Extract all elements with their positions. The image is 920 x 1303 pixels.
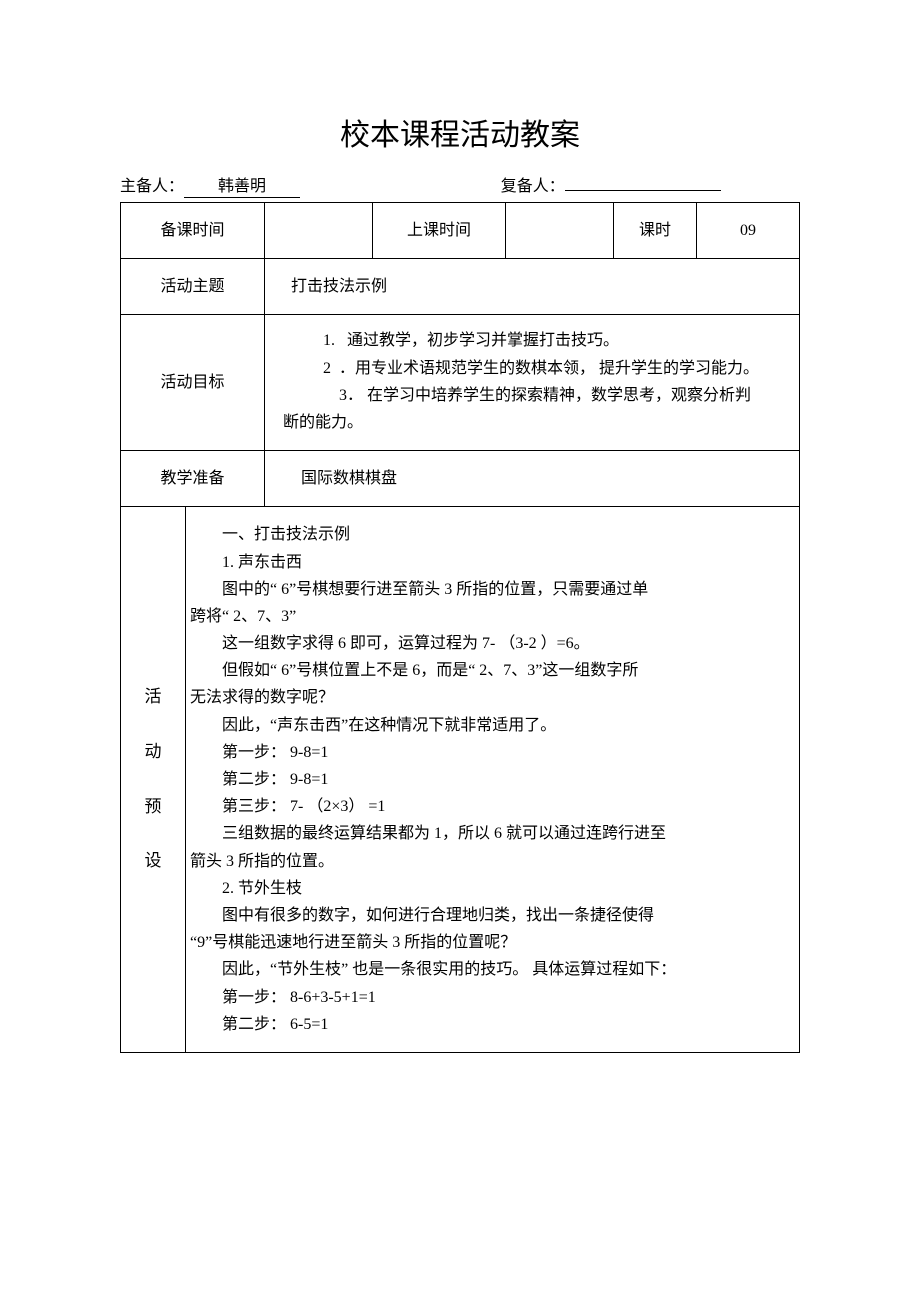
prep-time-label: 备课时间	[121, 203, 265, 259]
side-char-3: 预	[121, 793, 185, 822]
body-p07: 无法求得的数字呢？	[190, 684, 789, 711]
prepare-value: 国际数棋棋盘	[265, 451, 800, 507]
goal1-num: 1.	[323, 332, 335, 349]
body-p06: 但假如“ 6”号棋位置上不是 6，而是“ 2、7、3”这一组数字所	[190, 657, 789, 684]
secondary-author-label: 复备人：	[501, 172, 565, 196]
body-p08: 因此，“声东击西”在这种情况下就非常适用了。	[190, 712, 789, 739]
primary-author-label: 主备人：	[120, 172, 184, 196]
prep-time-value	[265, 203, 373, 259]
primary-author: 主备人： 韩善明	[120, 172, 501, 198]
goal2-text: ．用专业术语规范学生的数棋本领， 提升学生的学习能力。	[339, 360, 759, 377]
body-p11: 第三步： 7- （2×3） =1	[190, 793, 789, 820]
body-p16: “9”号棋能迅速地行进至箭头 3 所指的位置呢？	[190, 929, 789, 956]
primary-author-name: 韩善明	[184, 172, 300, 198]
topic-value: 打击技法示例	[265, 259, 800, 315]
body-p02: 1. 声东击西	[190, 549, 789, 576]
goal3-num: 3．	[339, 387, 363, 404]
body-p15: 图中有很多的数字，如何进行合理地归类，找出一条捷径使得	[190, 902, 789, 929]
body-p04: 跨将“ 2、7、3”	[190, 603, 789, 630]
row-body: 活 动 预 设 一、打击技法示例 1. 声东击西 图中的“ 6”号棋想要行进至箭…	[121, 507, 800, 1053]
goals-content: 1. 通过教学，初步学习并掌握打击技巧。 2 ．用专业术语规范学生的数棋本领， …	[265, 315, 800, 451]
goal3-text: 在学习中培养学生的探索精神，数学思考，观察分析判	[367, 387, 751, 404]
body-content: 一、打击技法示例 1. 声东击西 图中的“ 6”号棋想要行进至箭头 3 所指的位…	[186, 507, 800, 1053]
body-p03: 图中的“ 6”号棋想要行进至箭头 3 所指的位置，只需要通过单	[190, 576, 789, 603]
body-p09: 第一步： 9-8=1	[190, 739, 789, 766]
row-goals: 活动目标 1. 通过教学，初步学习并掌握打击技巧。 2 ．用专业术语规范学生的数…	[121, 315, 800, 451]
secondary-author: 复备人：	[501, 172, 800, 198]
body-p13: 箭头 3 所指的位置。	[190, 848, 789, 875]
prepare-label: 教学准备	[121, 451, 265, 507]
goals-label: 活动目标	[121, 315, 265, 451]
row-prepare: 教学准备 国际数棋棋盘	[121, 451, 800, 507]
period-label: 课时	[614, 203, 697, 259]
side-char-1: 活	[121, 683, 185, 712]
body-p12: 三组数据的最终运算结果都为 1，所以 6 就可以通过连跨行进至	[190, 820, 789, 847]
class-time-label: 上课时间	[373, 203, 506, 259]
body-p05: 这一组数字求得 6 即可，运算过程为 7- （3-2 ）=6。	[190, 630, 789, 657]
row-topic: 活动主题 打击技法示例	[121, 259, 800, 315]
page: 校本课程活动教案 主备人： 韩善明 复备人： 备课时间 上课时间 课时 09 活…	[0, 0, 920, 1113]
doc-title: 校本课程活动教案	[120, 110, 800, 154]
side-label-column: 活 动 预 设	[121, 507, 186, 1053]
body-p01: 一、打击技法示例	[190, 521, 789, 548]
side-char-2: 动	[121, 738, 185, 767]
row-times: 备课时间 上课时间 课时 09	[121, 203, 800, 259]
topic-label: 活动主题	[121, 259, 265, 315]
body-p10: 第二步： 9-8=1	[190, 766, 789, 793]
body-p17: 因此，“节外生枝” 也是一条很实用的技巧。 具体运算过程如下：	[190, 956, 789, 983]
side-char-4: 设	[121, 847, 185, 876]
goal1-text: 通过教学，初步学习并掌握打击技巧。	[347, 332, 619, 349]
lesson-plan-table: 备课时间 上课时间 课时 09 活动主题 打击技法示例 活动目标 1. 通过教学…	[120, 202, 800, 1053]
goal2-num: 2	[323, 360, 331, 377]
class-time-value	[506, 203, 614, 259]
authors-row: 主备人： 韩善明 复备人：	[120, 172, 800, 198]
goal3-cont: 断的能力。	[283, 409, 781, 436]
secondary-author-name	[565, 189, 721, 191]
body-p18: 第一步： 8-6+3-5+1=1	[190, 984, 789, 1011]
body-p19: 第二步： 6-5=1	[190, 1011, 789, 1038]
body-p14: 2. 节外生枝	[190, 875, 789, 902]
period-value: 09	[697, 203, 800, 259]
